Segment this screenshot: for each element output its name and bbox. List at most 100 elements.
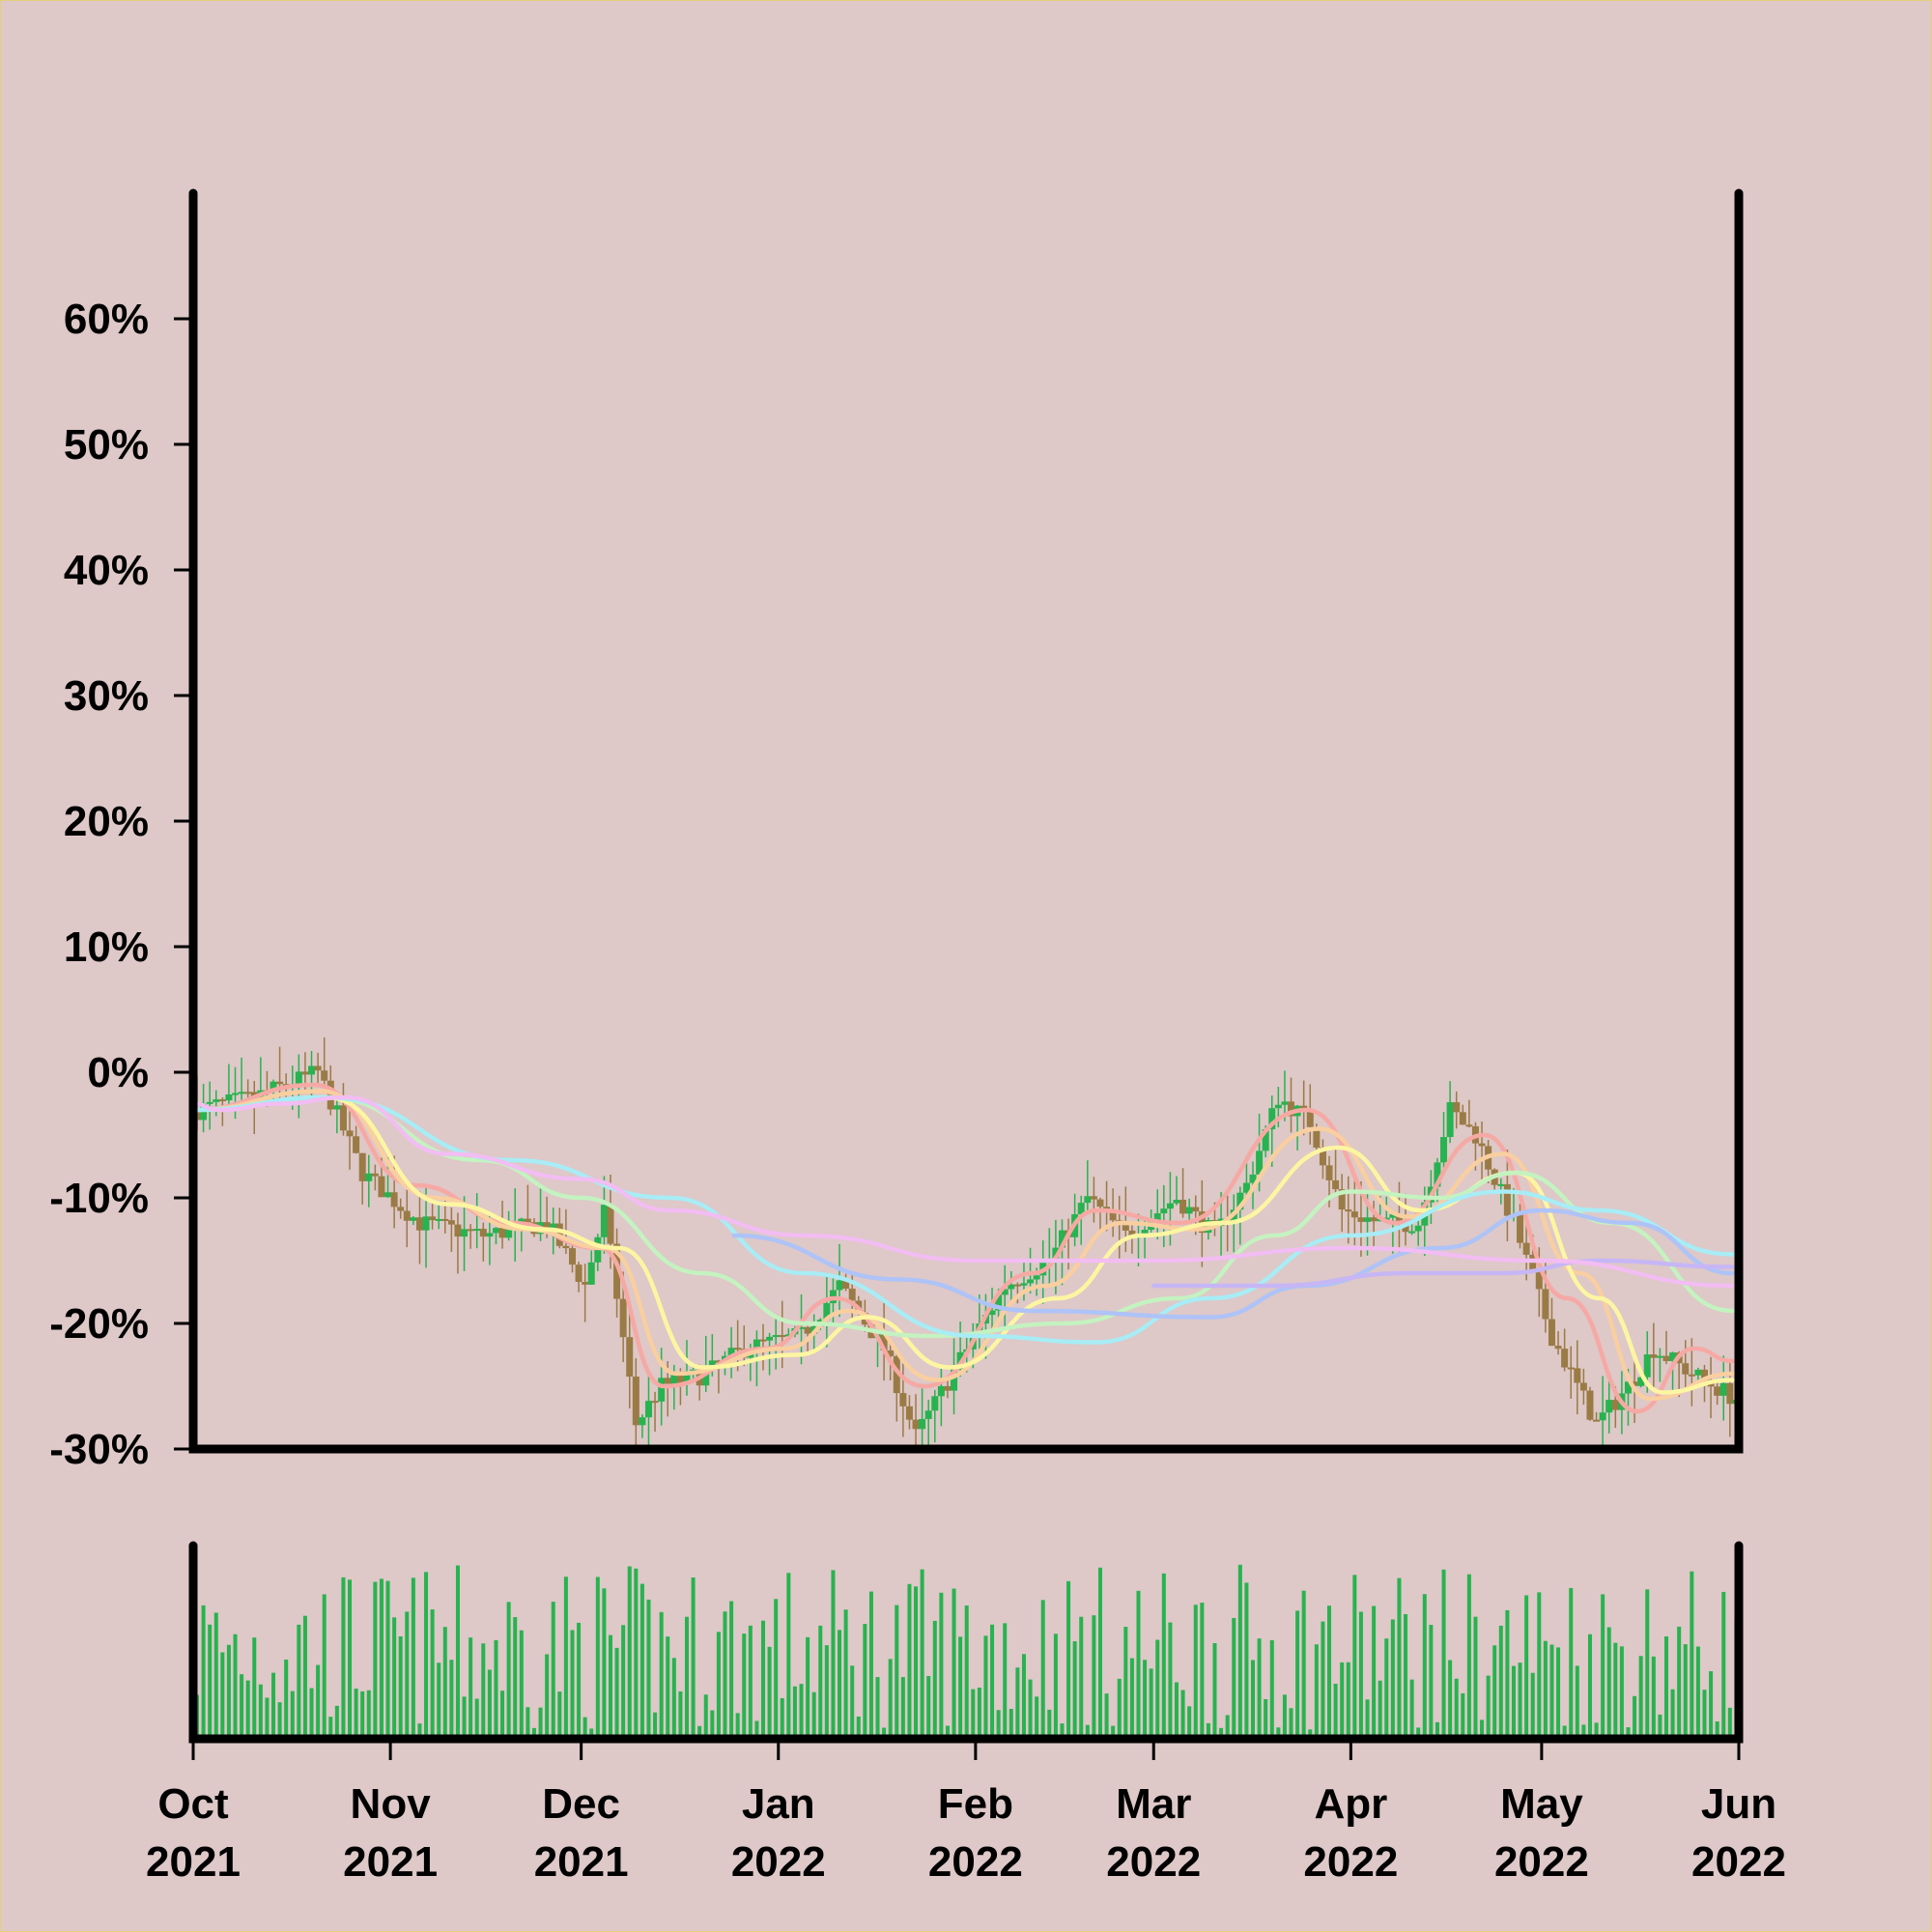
candle-body <box>225 1094 233 1101</box>
candle <box>651 1391 659 1432</box>
candle <box>301 1052 309 1094</box>
candle-body <box>1013 1284 1021 1287</box>
candle-body <box>1593 1419 1601 1422</box>
volume-bar <box>1721 1591 1726 1739</box>
volume-bar <box>1237 1564 1242 1739</box>
volume-bar <box>411 1577 415 1739</box>
candle-body <box>1096 1199 1104 1208</box>
candle <box>1084 1160 1092 1215</box>
candle <box>899 1360 907 1437</box>
volume-bar <box>939 1592 944 1739</box>
volume-bar <box>577 1622 582 1739</box>
candle-body <box>1338 1189 1346 1210</box>
volume-bar <box>545 1654 550 1739</box>
candle-body <box>1153 1213 1161 1221</box>
volume-bar <box>481 1643 486 1739</box>
candle-body <box>276 1081 284 1085</box>
candle-body <box>1236 1192 1244 1210</box>
volume-bar <box>761 1620 766 1739</box>
volume-bar <box>1028 1679 1033 1739</box>
candle-body <box>1128 1230 1136 1237</box>
candle-body <box>887 1350 895 1356</box>
candle-body <box>1535 1272 1543 1290</box>
volume-bar <box>754 1720 759 1739</box>
moving-average-line <box>1151 1258 1735 1289</box>
candle-body <box>467 1229 474 1232</box>
candle <box>524 1184 531 1224</box>
volume-bar <box>1518 1662 1522 1739</box>
candle <box>454 1212 462 1274</box>
volume-bar <box>964 1605 969 1739</box>
candle-body <box>410 1217 417 1221</box>
volume-bar <box>1085 1724 1090 1739</box>
candle <box>1503 1150 1511 1241</box>
volume-bar <box>1053 1634 1058 1739</box>
candle-body <box>1529 1254 1537 1273</box>
volume-bar <box>1257 1638 1262 1739</box>
y-tick-label: 0% <box>87 1049 149 1096</box>
candle <box>1319 1139 1326 1179</box>
volume-bar <box>595 1577 600 1739</box>
volume-bar <box>1645 1589 1650 1739</box>
candle-body <box>1008 1284 1015 1290</box>
volume-bar <box>1111 1725 1116 1739</box>
candle-body <box>1020 1283 1028 1286</box>
volume-bar <box>958 1636 963 1739</box>
candle <box>1058 1219 1065 1286</box>
candle-body <box>607 1205 614 1244</box>
candle-body <box>1084 1196 1092 1204</box>
volume-bar <box>469 1637 473 1739</box>
candle-body <box>1274 1104 1282 1109</box>
x-tick-label-month: Jun <box>1701 1780 1776 1828</box>
volume-bar <box>900 1677 905 1739</box>
candle-body <box>944 1385 952 1391</box>
volume-bar <box>907 1583 912 1739</box>
candle-body <box>1242 1182 1250 1193</box>
volume-bar <box>856 1716 861 1739</box>
candle-body <box>378 1176 385 1198</box>
candle <box>1103 1180 1111 1232</box>
volume-bar <box>366 1690 371 1739</box>
candle-body <box>1141 1230 1149 1236</box>
volume-bar <box>354 1689 358 1739</box>
volume-bar <box>774 1599 779 1739</box>
y-tick-label: -20% <box>49 1300 149 1348</box>
volume-bar <box>818 1625 823 1739</box>
volume-bar <box>1422 1594 1427 1739</box>
volume-bar <box>1003 1623 1008 1739</box>
volume-bar <box>863 1624 867 1739</box>
candle <box>1548 1297 1555 1347</box>
candle-body <box>899 1393 907 1406</box>
volume-bar <box>895 1605 899 1739</box>
candle-body <box>1357 1217 1365 1222</box>
volume-bar <box>417 1723 422 1739</box>
candle-body <box>295 1071 302 1086</box>
volume-bar <box>557 1691 562 1739</box>
candle-body <box>1027 1279 1035 1284</box>
volume-bar <box>1066 1580 1071 1739</box>
candle <box>1179 1168 1187 1218</box>
candle-body <box>924 1410 932 1419</box>
candle-body <box>562 1245 570 1249</box>
candle <box>587 1250 595 1285</box>
x-tick-label-month: Dec <box>542 1780 620 1828</box>
candle <box>727 1326 735 1378</box>
candle-body <box>1459 1112 1466 1125</box>
candle <box>314 1052 322 1084</box>
candle-body <box>759 1339 767 1342</box>
candle <box>626 1303 634 1408</box>
candle-body <box>543 1222 551 1230</box>
candle <box>1574 1340 1581 1415</box>
volume-bar <box>1079 1616 1084 1739</box>
volume-bar <box>201 1605 206 1739</box>
candle-body <box>905 1406 913 1420</box>
candle <box>1306 1084 1314 1145</box>
candle <box>1013 1282 1021 1304</box>
candle <box>429 1200 437 1230</box>
volume-bar <box>1264 1698 1268 1739</box>
volume-bar <box>1129 1658 1134 1739</box>
moving-average-line <box>190 1094 1735 1395</box>
candle-body <box>919 1418 926 1430</box>
candle-body <box>1586 1390 1594 1420</box>
volume-bar <box>1473 1616 1478 1739</box>
